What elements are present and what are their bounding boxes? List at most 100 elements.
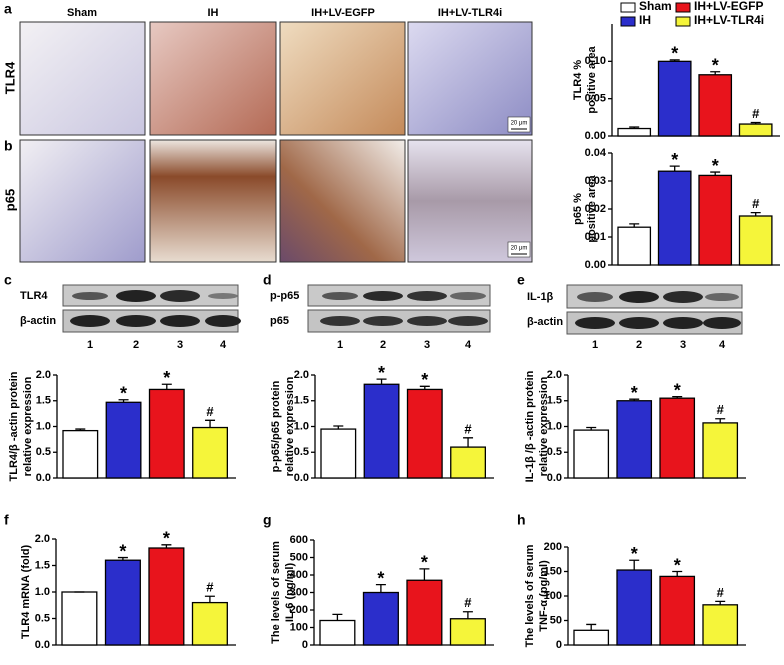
blot-band <box>703 317 741 329</box>
bar <box>148 388 185 479</box>
y-tick-label: 1.5 <box>294 395 309 407</box>
legend-swatch <box>675 2 691 13</box>
lane-label: 1 <box>337 339 343 351</box>
bar <box>362 591 399 646</box>
blot-band <box>407 316 447 326</box>
row-label: p65 <box>2 189 17 211</box>
panel-label: h <box>517 512 526 528</box>
error-bar <box>463 437 474 448</box>
bar <box>191 601 228 646</box>
lane-label: 2 <box>380 339 386 351</box>
scale-bar-label: 20 μm <box>511 121 528 127</box>
micrograph <box>279 139 406 263</box>
legend-label: IH+LV-TLR4i <box>694 13 764 27</box>
y-tick-label: 0.0 <box>36 472 51 484</box>
significance-mark: # <box>464 421 472 436</box>
legend-label: Sham <box>639 0 672 13</box>
bar <box>616 569 653 646</box>
bar <box>62 429 99 479</box>
micrograph-grid <box>19 21 533 263</box>
blot-row-label: TLR4 <box>20 290 48 302</box>
y-tick-label: 0.00 <box>585 130 606 142</box>
y-tick-label: 200 <box>290 604 308 616</box>
bar <box>363 383 400 479</box>
significance-mark: * <box>631 383 638 403</box>
error-bar <box>629 223 640 228</box>
y-tick-label: 0.5 <box>36 446 51 458</box>
significance-mark: # <box>717 585 725 600</box>
y-tick-label: 0.01 <box>585 231 606 243</box>
significance-mark: * <box>674 555 681 575</box>
lane-label: 1 <box>592 339 598 351</box>
error-bar <box>332 613 343 621</box>
bar <box>738 123 773 137</box>
y-tick-label: 100 <box>544 590 562 602</box>
micrograph <box>19 21 146 136</box>
scale-bar-box <box>507 241 531 258</box>
lane-label: 2 <box>133 339 139 351</box>
legend-label: IH <box>639 13 651 27</box>
blot-band <box>363 291 403 301</box>
error-bar <box>462 611 473 619</box>
bar <box>702 604 739 646</box>
error-bar <box>118 399 129 403</box>
y-tick-label: 1.5 <box>36 395 51 407</box>
blot-band <box>116 290 156 302</box>
bar <box>61 591 98 646</box>
y-axis-label: TLR4 % <box>572 60 584 101</box>
micrograph <box>279 21 406 136</box>
y-tick-label: 0.0 <box>294 472 309 484</box>
lane-label: 4 <box>719 339 726 351</box>
bar <box>573 429 610 479</box>
error-bar <box>161 544 172 549</box>
significance-mark: * <box>119 541 126 561</box>
panel-label: e <box>517 272 525 288</box>
blot-band <box>705 293 739 301</box>
bar <box>148 547 185 646</box>
significance-mark: * <box>712 56 719 76</box>
error-bar <box>710 171 721 176</box>
y-tick-label: 300 <box>290 586 308 598</box>
y-tick-label: 0 <box>302 639 308 651</box>
column-label: IH+LV-TLR4i <box>438 7 502 19</box>
bar <box>617 226 652 266</box>
y-axis-label: The levels of serum <box>524 544 536 647</box>
y-tick-label: 100 <box>290 621 308 633</box>
bar <box>657 60 692 137</box>
bar <box>406 579 443 646</box>
significance-mark: * <box>671 150 678 170</box>
legend-label: IH+LV-EGFP <box>694 0 763 13</box>
error-bar <box>672 395 683 399</box>
scale-bar-label: 20 μm <box>511 246 528 252</box>
bar <box>617 127 652 137</box>
panel-label: g <box>263 512 272 528</box>
y-axis-label: positive area <box>586 45 598 113</box>
error-bar <box>750 211 761 216</box>
y-axis-label: p-p65/p65 protein <box>270 380 282 472</box>
error-bar <box>669 165 680 172</box>
significance-mark: * <box>377 568 384 588</box>
significance-mark: # <box>206 404 214 419</box>
bar <box>320 428 357 479</box>
error-bar <box>376 378 387 385</box>
blot-band <box>663 317 703 329</box>
blot-row-label: p-p65 <box>270 290 299 302</box>
blot-images <box>62 284 743 335</box>
y-tick-label: 200 <box>544 541 562 553</box>
blot-row-label: β-actin <box>527 316 563 328</box>
blot-band <box>322 292 358 300</box>
lane-label: 1 <box>87 339 93 351</box>
column-label: IH <box>208 7 219 19</box>
y-axis-label: The levels of serum <box>270 541 282 644</box>
significance-mark: * <box>421 553 428 573</box>
blot-band <box>575 317 615 329</box>
y-tick-label: 400 <box>290 569 308 581</box>
y-tick-label: 2.0 <box>35 533 50 545</box>
bar <box>319 619 356 646</box>
lane-label: 3 <box>424 339 430 351</box>
y-tick-label: 1.5 <box>35 559 50 571</box>
significance-mark: # <box>717 402 725 417</box>
panel-label: d <box>263 272 272 288</box>
bar <box>450 446 486 479</box>
